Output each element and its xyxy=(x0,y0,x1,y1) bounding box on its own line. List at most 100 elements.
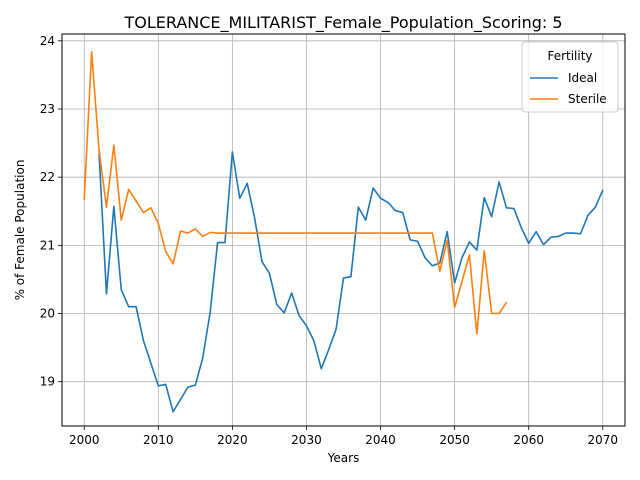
data-point-sterile xyxy=(128,188,130,191)
data-point-sterile xyxy=(298,232,300,234)
data-point-ideal xyxy=(513,207,515,210)
legend-box xyxy=(521,41,619,113)
data-point-sterile xyxy=(365,232,367,234)
data-point-ideal xyxy=(520,227,522,229)
data-point-ideal xyxy=(476,249,478,251)
x-tick-label: 2040 xyxy=(365,433,396,447)
data-point-ideal xyxy=(579,233,582,235)
data-point-ideal xyxy=(328,349,330,351)
data-point-ideal xyxy=(505,207,508,209)
data-point-sterile xyxy=(165,250,167,253)
data-point-ideal xyxy=(142,340,145,342)
y-tick-label: 22 xyxy=(40,170,55,184)
data-point-ideal xyxy=(194,384,196,386)
y-tick-label: 23 xyxy=(40,102,55,116)
data-point-ideal xyxy=(394,209,396,212)
data-point-sterile xyxy=(172,263,174,265)
y-tick-label: 19 xyxy=(40,375,55,389)
data-point-ideal xyxy=(239,197,241,199)
data-point-sterile xyxy=(113,144,115,146)
data-point-ideal xyxy=(342,277,345,279)
data-point-ideal xyxy=(246,182,248,184)
data-point-sterile xyxy=(142,212,145,214)
data-point-sterile xyxy=(268,232,271,234)
data-point-ideal xyxy=(565,232,567,234)
data-point-sterile xyxy=(342,232,345,234)
data-point-ideal xyxy=(424,257,426,259)
data-point-ideal xyxy=(165,383,167,386)
data-point-sterile xyxy=(261,232,263,234)
data-point-sterile xyxy=(491,312,493,315)
data-point-sterile xyxy=(157,222,159,225)
data-point-ideal xyxy=(446,231,448,233)
data-point-sterile xyxy=(150,207,152,209)
data-point-sterile xyxy=(454,306,456,308)
data-point-sterile xyxy=(387,232,389,234)
data-point-sterile xyxy=(194,228,196,230)
data-point-sterile xyxy=(179,230,182,232)
data-point-ideal xyxy=(268,272,271,274)
y-axis-label: % of Female Population xyxy=(13,160,27,301)
y-tick-label: 20 xyxy=(40,307,55,321)
data-point-sterile xyxy=(328,232,330,234)
data-point-ideal xyxy=(379,197,382,199)
data-point-ideal xyxy=(365,219,367,221)
data-point-ideal xyxy=(535,231,537,233)
data-point-ideal xyxy=(498,181,500,183)
legend-label-sterile: Sterile xyxy=(568,92,607,106)
data-point-sterile xyxy=(83,199,85,201)
x-axis-label: Years xyxy=(327,451,360,465)
data-point-sterile xyxy=(379,232,382,234)
data-point-ideal xyxy=(416,240,419,242)
data-point-ideal xyxy=(105,293,108,295)
data-point-ideal xyxy=(468,241,471,243)
data-point-ideal xyxy=(550,236,552,238)
data-point-ideal xyxy=(594,206,596,208)
data-point-sterile xyxy=(424,232,426,234)
x-tick-label: 2000 xyxy=(69,433,100,447)
data-point-sterile xyxy=(461,280,463,283)
data-point-ideal xyxy=(128,306,130,308)
data-point-sterile xyxy=(254,232,256,234)
data-point-ideal xyxy=(461,257,463,259)
data-point-ideal xyxy=(283,312,285,314)
data-point-ideal xyxy=(402,212,404,214)
data-point-sterile xyxy=(476,333,478,335)
data-point-sterile xyxy=(216,232,219,234)
data-point-sterile xyxy=(120,219,122,221)
data-point-sterile xyxy=(350,232,352,234)
data-point-sterile xyxy=(357,232,359,234)
data-point-sterile xyxy=(283,232,285,234)
data-point-sterile xyxy=(409,232,411,234)
data-point-ideal xyxy=(409,239,411,241)
axis-ticks: 2000 2010 2020 2030 2040 2050 2060 2070 19 20 21 22… xyxy=(40,34,618,447)
data-point-sterile xyxy=(246,232,248,234)
data-point-ideal xyxy=(216,242,219,244)
x-tick-label: 2060 xyxy=(513,433,544,447)
x-tick-label: 2050 xyxy=(439,433,470,447)
data-point-ideal xyxy=(157,385,159,387)
data-point-sterile xyxy=(291,232,293,234)
data-point-ideal xyxy=(254,217,256,219)
data-point-sterile xyxy=(402,232,404,234)
legend-label-ideal: Ideal xyxy=(568,71,597,85)
data-point-sterile xyxy=(439,270,441,272)
data-point-sterile xyxy=(239,232,241,234)
data-point-sterile xyxy=(446,239,448,242)
data-point-ideal xyxy=(491,216,493,218)
data-point-ideal xyxy=(172,411,174,413)
data-point-ideal xyxy=(305,325,308,327)
data-point-ideal xyxy=(276,304,278,306)
chart-title: TOLERANCE_MILITARIST_Female_Population_S… xyxy=(123,13,562,33)
data-point-sterile xyxy=(335,232,337,234)
data-point-ideal xyxy=(179,398,182,401)
data-point-ideal xyxy=(187,386,189,388)
data-point-ideal xyxy=(454,282,456,284)
data-point-ideal xyxy=(483,197,485,199)
data-point-ideal xyxy=(113,205,115,208)
data-point-sterile xyxy=(187,232,189,234)
data-point-sterile xyxy=(505,302,508,304)
data-point-ideal xyxy=(602,189,604,191)
x-tick-label: 2010 xyxy=(143,433,174,447)
y-tick-label: 24 xyxy=(40,34,55,48)
